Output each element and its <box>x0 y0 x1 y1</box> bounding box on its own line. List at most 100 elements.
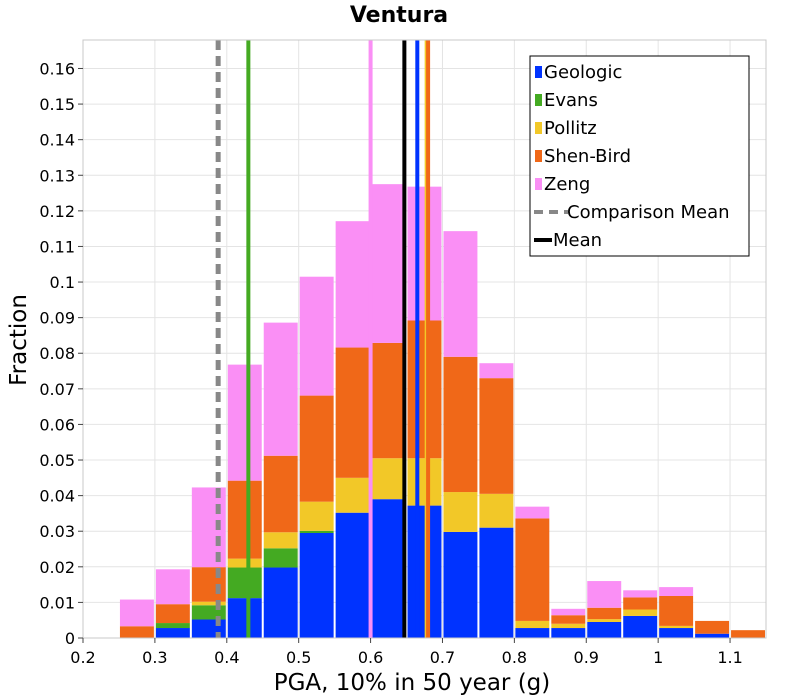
bar-zeng <box>407 186 442 321</box>
legend-label-comparison-mean: Comparison Mean <box>567 202 730 223</box>
legend-swatch-pollitz <box>535 122 542 134</box>
bar-shen-bird <box>659 595 694 626</box>
bar-pollitz <box>407 458 442 506</box>
bar-pollitz <box>371 458 406 500</box>
bar-shen-bird <box>263 455 298 533</box>
legend-box <box>529 55 750 257</box>
bar-zeng <box>443 231 478 357</box>
bar-zeng <box>551 608 586 616</box>
x-tick-label: 0.5 <box>286 648 311 667</box>
bar-zeng <box>659 587 694 596</box>
bar-geologic <box>443 531 478 638</box>
y-tick-label: 0.15 <box>39 95 75 114</box>
y-tick-label: 0.04 <box>39 487 75 506</box>
bar-geologic <box>407 505 442 638</box>
bar-geologic <box>299 532 334 638</box>
bar-geologic <box>335 512 370 638</box>
mean-lines <box>215 40 431 638</box>
bar-geologic <box>659 628 694 638</box>
y-tick-label: 0.07 <box>39 380 75 399</box>
legend-label-geologic: Geologic <box>544 62 622 83</box>
bar-zeng <box>299 276 334 396</box>
x-tick-label: 0.9 <box>574 648 599 667</box>
bar-evans <box>191 605 226 620</box>
y-tick-label: 0.03 <box>39 522 75 541</box>
bar-shen-bird <box>731 630 765 638</box>
bar-geologic <box>479 527 514 638</box>
bar-geologic <box>515 628 550 638</box>
bar-zeng <box>119 599 154 627</box>
bar-zeng <box>515 506 550 519</box>
bar-geologic <box>623 615 658 638</box>
bar-shen-bird <box>119 626 154 638</box>
bar-pollitz <box>227 558 262 568</box>
chart-title: Ventura <box>350 3 448 28</box>
y-tick-label: 0.09 <box>39 309 75 328</box>
bar-shen-bird <box>443 356 478 493</box>
bar-shen-bird <box>227 480 262 559</box>
bar-pollitz <box>299 501 334 531</box>
bar-geologic <box>695 633 730 638</box>
bar-geologic <box>587 621 622 638</box>
bar-shen-bird <box>479 378 514 494</box>
bar-pollitz <box>623 609 658 616</box>
bar-shen-bird <box>407 320 442 459</box>
legend: Geologic Evans Pollitz Shen-Bird Zeng Compari… <box>529 55 750 257</box>
bar-shen-bird <box>515 518 550 621</box>
y-tick-label: 0.11 <box>39 237 75 256</box>
bar-zeng <box>155 569 190 605</box>
bar-pollitz <box>659 625 694 629</box>
bar-evans <box>263 548 298 568</box>
y-axis-label: Fraction <box>6 294 32 386</box>
bar-geologic <box>227 598 262 638</box>
bar-zeng <box>623 590 658 598</box>
legend-label-mean: Mean <box>553 230 602 251</box>
y-tick-label: 0.01 <box>39 593 75 612</box>
x-tick-label: 0.4 <box>214 648 239 667</box>
y-axis-ticks: 0 0.01 0.02 0.03 0.04 0.05 0.06 0.07 0.08 0.09 0.1… <box>39 59 83 648</box>
bar-zeng <box>227 364 262 481</box>
y-tick-label: 0.14 <box>39 131 75 150</box>
bar-shen-bird <box>587 607 622 620</box>
bar-geologic <box>551 628 586 638</box>
bar-shen-bird <box>551 615 586 624</box>
bar-shen-bird <box>371 342 406 459</box>
bar-zeng <box>587 581 622 608</box>
legend-label-shen-bird: Shen-Bird <box>544 146 631 167</box>
bar-shen-bird <box>299 395 334 502</box>
bar-evans <box>299 530 334 533</box>
bar-evans <box>155 623 190 629</box>
x-tick-label: 0.7 <box>430 648 455 667</box>
legend-swatch-geologic <box>535 66 542 78</box>
x-tick-label: 1.1 <box>717 648 742 667</box>
y-tick-label: 0.05 <box>39 451 75 470</box>
y-tick-label: 0.16 <box>39 59 75 78</box>
bar-geologic <box>263 567 298 638</box>
bar-zeng <box>263 322 298 456</box>
y-tick-label: 0.06 <box>39 415 75 434</box>
bar-geologic <box>155 628 190 638</box>
legend-label-pollitz: Pollitz <box>544 118 597 139</box>
legend-label-zeng: Zeng <box>544 174 590 195</box>
y-tick-label: 0.08 <box>39 344 75 363</box>
bar-pollitz <box>191 601 226 606</box>
bar-zeng <box>191 487 226 568</box>
bar-shen-bird <box>335 347 370 478</box>
bar-evans <box>227 567 262 599</box>
bar-pollitz <box>335 477 370 513</box>
bar-pollitz <box>515 620 550 629</box>
bar-pollitz <box>479 493 514 528</box>
bar-shen-bird <box>695 620 730 634</box>
bar-pollitz <box>551 623 586 629</box>
x-tick-label: 0.2 <box>70 648 95 667</box>
y-tick-label: 0.12 <box>39 202 75 221</box>
legend-label-evans: Evans <box>544 90 598 111</box>
legend-swatch-zeng <box>535 178 542 190</box>
plot-area-frame <box>82 39 767 639</box>
legend-swatch-shen-bird <box>535 150 542 162</box>
bar-pollitz <box>443 492 478 532</box>
legend-swatch-evans <box>535 94 542 106</box>
bar-shen-bird <box>623 597 658 610</box>
bar-shen-bird <box>191 567 226 602</box>
